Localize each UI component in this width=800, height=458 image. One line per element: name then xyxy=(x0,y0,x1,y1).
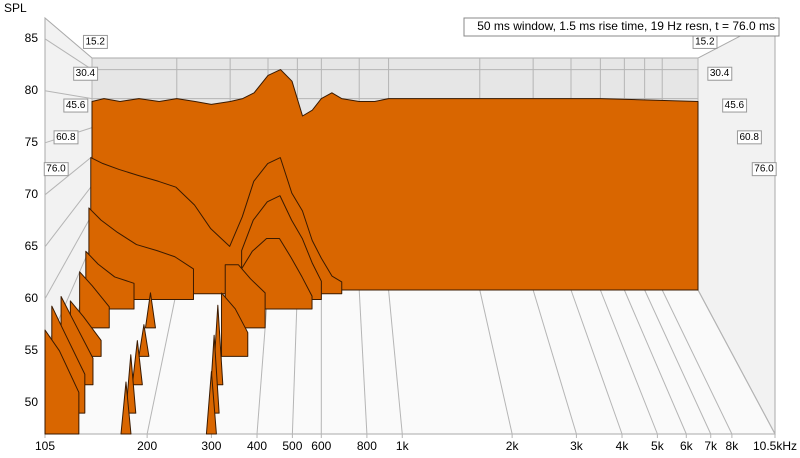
z-tick-box xyxy=(53,130,79,145)
z-tick-box xyxy=(43,162,69,177)
z-tick-label-left: 76.0 xyxy=(46,164,66,175)
z-tick-label-left: 30.4 xyxy=(76,68,96,79)
grid-line xyxy=(44,214,93,300)
grid-line xyxy=(388,289,403,435)
annotation-box xyxy=(463,17,780,37)
z-tick-label-right: 15.2 xyxy=(695,36,715,47)
y-tick-label: 50 xyxy=(25,395,39,409)
grid-line xyxy=(256,289,269,435)
x-tick-label: 4k xyxy=(616,439,630,453)
z-tick-box xyxy=(736,130,762,145)
x-tick-label: 500 xyxy=(282,439,302,453)
z-tick-box xyxy=(751,162,777,177)
x-tick-label: 300 xyxy=(201,439,221,453)
x-tick-label: 3k xyxy=(570,439,584,453)
z-tick-box xyxy=(73,66,99,81)
z-tick-label-left: 15.2 xyxy=(85,36,105,47)
waterfall-slice xyxy=(44,329,217,435)
y-tick-label: 85 xyxy=(25,31,39,45)
grid-line xyxy=(146,289,178,435)
z-tick-label-right: 76.0 xyxy=(754,164,774,175)
grid-line xyxy=(623,289,687,435)
z-tick-label-left: 60.8 xyxy=(56,132,76,143)
y-tick-label: 75 xyxy=(25,135,39,149)
y-tick-label: 70 xyxy=(25,187,39,201)
x-tick-label: 105 xyxy=(35,439,55,453)
grid-line xyxy=(599,289,658,435)
x-tick-label: 7k xyxy=(704,439,718,453)
grid-line xyxy=(697,289,776,435)
z-tick-label-left: 45.6 xyxy=(66,100,86,111)
grid-line xyxy=(44,38,93,71)
annotation: 50 ms window, 1.5 ms rise time, 19 Hz re… xyxy=(477,19,775,33)
x-tick-label: 200 xyxy=(137,439,157,453)
grid-line xyxy=(479,289,513,435)
x-tick-label: 2k xyxy=(506,439,520,453)
x-tick-label: 5k xyxy=(651,439,665,453)
x-tick-label: 6k xyxy=(680,439,694,453)
y-axis-label: SPL xyxy=(4,1,27,15)
z-tick-box xyxy=(82,34,108,49)
floor xyxy=(44,289,776,435)
grid-line xyxy=(644,289,712,435)
z-tick-box xyxy=(722,98,748,113)
x-tick-label: 10.5kHz xyxy=(753,439,797,453)
y-tick-label: 60 xyxy=(25,291,39,305)
grid-line xyxy=(44,185,93,248)
x-tick-label: 1k xyxy=(396,439,410,453)
z-tick-label-right: 45.6 xyxy=(725,100,745,111)
slices xyxy=(44,69,699,435)
waterfall-slice xyxy=(79,264,266,329)
y-tick-label: 55 xyxy=(25,343,39,357)
x-tick-label: 800 xyxy=(357,439,377,453)
grid-line xyxy=(358,289,368,435)
grid-line xyxy=(661,289,733,435)
z-tick-label-right: 30.4 xyxy=(710,68,730,79)
grid-line xyxy=(570,289,623,435)
x-tick-label: 400 xyxy=(247,439,267,453)
z-tick-box xyxy=(707,66,733,81)
y-tick-label: 80 xyxy=(25,83,39,97)
x-tick-label: 600 xyxy=(311,439,331,453)
y-tick-label: 65 xyxy=(25,239,39,253)
z-tick-box xyxy=(63,98,89,113)
labels: 105 200 300 400 500 600 800 1k 2k 3k 4k 5k 6k 7k 8k 10.… xyxy=(25,31,797,453)
z-tick-label-right: 60.8 xyxy=(739,132,759,143)
x-tick-label: 8k xyxy=(726,439,740,453)
grid-line xyxy=(291,289,298,435)
grid-line xyxy=(532,289,577,435)
grid-line xyxy=(44,90,93,100)
